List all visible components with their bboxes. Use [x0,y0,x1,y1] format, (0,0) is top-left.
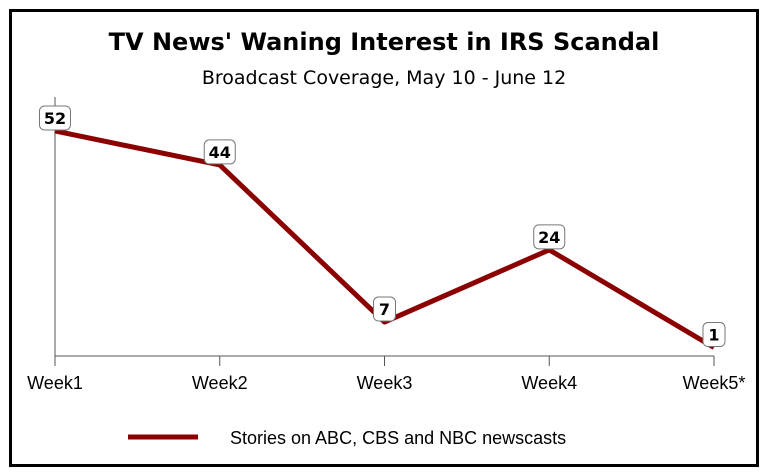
data-label-box [702,322,726,348]
chart-title: TV News' Waning Interest in IRS Scandal [109,28,660,56]
data-label-box [373,296,396,322]
data-label-box [203,139,236,165]
data-label: 24 [538,228,560,247]
data-label-box [533,224,566,250]
x-tick-label: Week1 [27,373,83,393]
data-label: 1 [708,326,719,345]
x-tick-label: Week2 [192,373,248,393]
data-label: 44 [209,143,231,162]
legend-label: Stories on ABC, CBS and NBC newscasts [230,428,566,448]
x-tick-label: Week3 [357,373,413,393]
x-tick-label: Week5* [683,373,746,393]
series-line [54,128,716,350]
x-tick-label: Week4 [521,373,577,393]
chart-subtitle: Broadcast Coverage, May 10 - June 12 [202,67,566,89]
chart-frame [9,9,759,467]
data-label-box [39,105,71,131]
data-label: 52 [44,109,66,128]
data-label: 7 [379,300,390,319]
